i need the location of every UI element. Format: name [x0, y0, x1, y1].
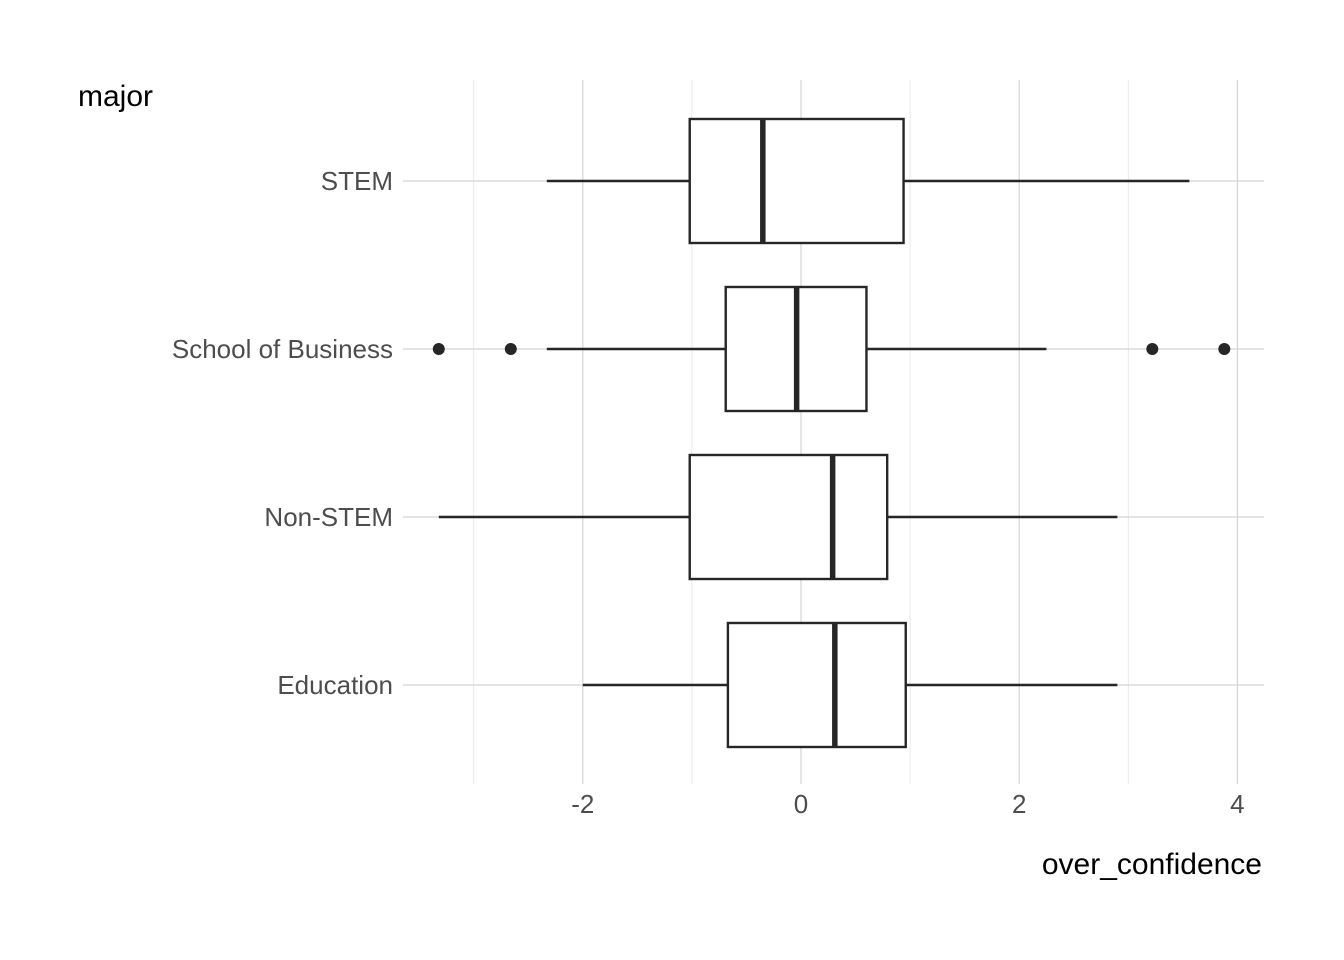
y-tick-label: Non-STEM: [264, 502, 393, 532]
iqr-box: [726, 621, 907, 749]
x-tick-label: 4: [1230, 789, 1244, 819]
y-tick-label: School of Business: [172, 334, 393, 364]
x-axis-title: over_confidence: [1042, 848, 1262, 881]
outlier-point: [432, 343, 445, 355]
outlier-point: [1218, 343, 1231, 355]
box-group: [546, 117, 1190, 245]
iqr-box: [688, 117, 905, 245]
box-group: [432, 285, 1231, 413]
boxes-layer: [432, 117, 1231, 749]
x-tick-label: 2: [1012, 789, 1026, 819]
y-tick-label: Education: [277, 670, 393, 700]
box-group: [438, 453, 1118, 581]
outlier-point: [1146, 343, 1159, 355]
box-group: [582, 621, 1118, 749]
y-tick-label: STEM: [321, 166, 393, 196]
x-tick-labels: -2 0 2 4: [571, 789, 1244, 819]
x-tick-label: 0: [794, 789, 808, 819]
outlier-point: [504, 343, 517, 355]
iqr-box: [688, 453, 889, 581]
x-tick-label: -2: [571, 789, 594, 819]
y-axis-title: major: [78, 80, 153, 113]
y-tick-labels: STEM School of Business Non-STEM Education: [172, 166, 393, 700]
